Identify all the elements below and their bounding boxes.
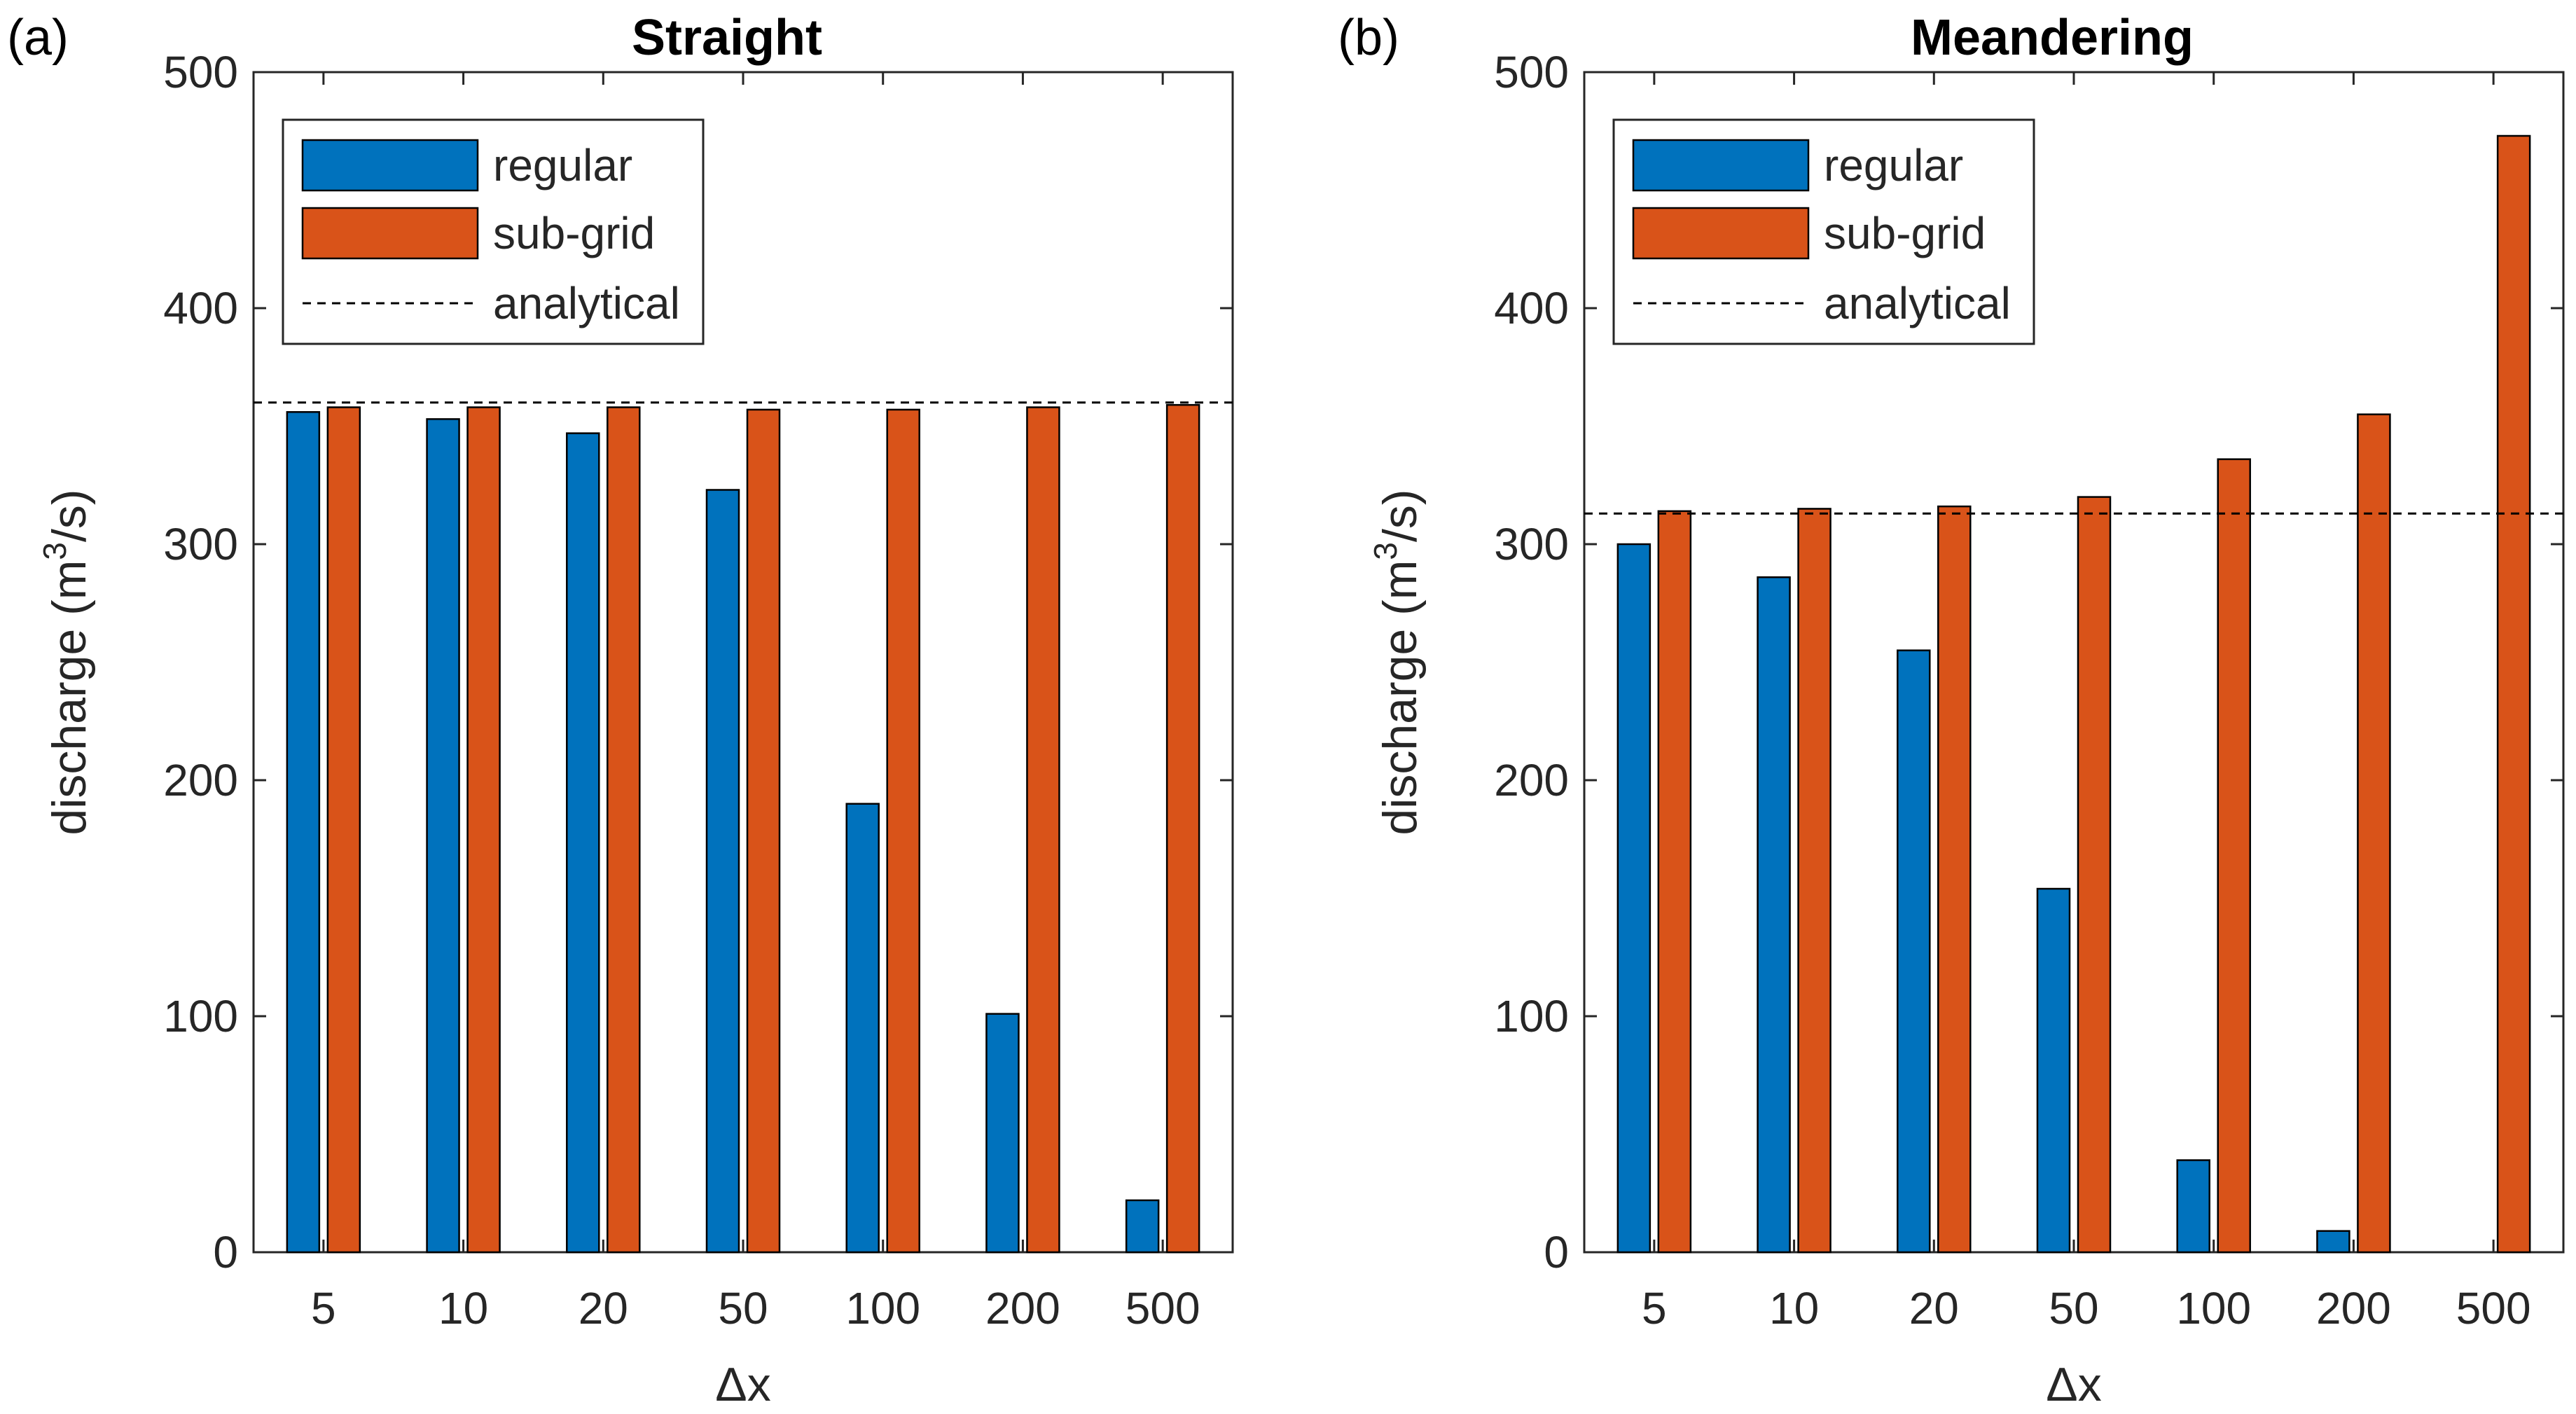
x-tick-label: 200: [2316, 1283, 2391, 1333]
legend-label-regular: regular: [1824, 140, 1963, 190]
bar-regular: [1616, 543, 1651, 1254]
x-tick-label: 10: [438, 1283, 488, 1333]
y-tick-label: 300: [1494, 519, 1569, 569]
x-tick-label: 100: [845, 1283, 920, 1333]
bar-sub-grid: [2357, 413, 2391, 1254]
bar-sub-grid: [1165, 403, 1200, 1254]
panel-b: 0 100 200 300 400 500 5 10 20 50 100 200 500 regular s…: [1338, 10, 2565, 1411]
legend-label-analytical: analytical: [493, 278, 680, 328]
bar-regular: [1897, 649, 1931, 1254]
x-tick-label: 200: [985, 1283, 1060, 1333]
x-tick-label: 5: [311, 1283, 336, 1333]
y-tick-label: 0: [1544, 1227, 1569, 1277]
y-axis-label-superscript: 3: [36, 542, 73, 560]
bar-regular: [2316, 1230, 2350, 1254]
chart-title: Meandering: [1911, 10, 2194, 66]
bar-regular: [566, 432, 600, 1254]
x-tick-label: 500: [1126, 1283, 1200, 1333]
y-axis-label-superscript: 3: [1367, 542, 1404, 560]
legend-label-analytical: analytical: [1824, 278, 2011, 328]
bar-sub-grid: [326, 406, 361, 1254]
legend-label-sub-grid: sub-grid: [493, 208, 655, 258]
x-tick-label: 20: [579, 1283, 628, 1333]
bar-sub-grid: [607, 406, 641, 1254]
chart-title: Straight: [632, 10, 822, 66]
bar-sub-grid: [2077, 496, 2112, 1254]
x-tick-label: 50: [718, 1283, 768, 1333]
x-axis-label: Δx: [2046, 1358, 2101, 1411]
y-tick-label: 400: [1494, 283, 1569, 333]
bar-regular: [1757, 576, 1791, 1254]
legend-swatch-regular: [1632, 139, 1810, 192]
panel-letter: (b): [1338, 10, 1399, 66]
y-axis-label-unit: /s): [43, 489, 96, 542]
legend-swatch-sub-grid: [1632, 207, 1810, 260]
y-axis-label: discharge (m3/s): [36, 489, 96, 835]
bar-regular: [985, 1013, 1020, 1254]
bar-sub-grid: [1026, 406, 1060, 1254]
bar-sub-grid: [1797, 508, 1831, 1254]
legend-label-regular: regular: [493, 140, 632, 190]
plot-area: [1583, 71, 2565, 1254]
x-tick-label: 20: [1909, 1283, 1959, 1333]
y-tick-label: 200: [163, 755, 238, 805]
bar-regular: [705, 489, 740, 1254]
panel-letter: (a): [7, 10, 69, 66]
x-tick-label: 5: [1642, 1283, 1667, 1333]
panel-a: 0 100 200 300 400 500 5 10 20 50 100 200 500 regular s…: [7, 10, 1234, 1411]
bar-regular: [1125, 1199, 1160, 1254]
y-tick-label: 400: [163, 283, 238, 333]
bar-regular: [845, 803, 880, 1254]
legend-label-sub-grid: sub-grid: [1824, 208, 1986, 258]
y-tick-label: 200: [1494, 755, 1569, 805]
y-tick-label: 300: [163, 519, 238, 569]
bar-sub-grid: [1937, 505, 1972, 1254]
y-tick-label: 100: [1494, 991, 1569, 1041]
x-tick-label: 10: [1769, 1283, 1819, 1333]
bar-sub-grid: [1657, 510, 1692, 1254]
bar-sub-grid: [466, 406, 501, 1254]
bar-regular: [286, 411, 321, 1254]
y-axis-label: discharge (m3/s): [1367, 489, 1427, 835]
bar-sub-grid: [886, 408, 920, 1254]
bar-sub-grid: [746, 408, 781, 1254]
bar-regular: [2176, 1159, 2210, 1254]
y-axis-label-text: discharge (m: [43, 560, 96, 836]
legend-swatch-sub-grid: [301, 207, 479, 260]
y-tick-label: 100: [163, 991, 238, 1041]
y-axis-label-unit: /s): [1373, 489, 1427, 542]
y-axis-label-text: discharge (m: [1373, 560, 1427, 836]
x-tick-label: 50: [2049, 1283, 2098, 1333]
y-tick-label: 500: [1494, 47, 1569, 97]
x-tick-label: 500: [2456, 1283, 2531, 1333]
bar-regular: [426, 418, 460, 1254]
bar-sub-grid: [2496, 134, 2531, 1254]
bar-regular: [2036, 887, 2071, 1254]
legend-swatch-regular: [301, 139, 479, 192]
x-tick-label: 100: [2176, 1283, 2251, 1333]
y-tick-label: 0: [213, 1227, 238, 1277]
x-axis-label: Δx: [715, 1358, 770, 1411]
bar-sub-grid: [2217, 458, 2251, 1254]
y-tick-label: 500: [163, 47, 238, 97]
